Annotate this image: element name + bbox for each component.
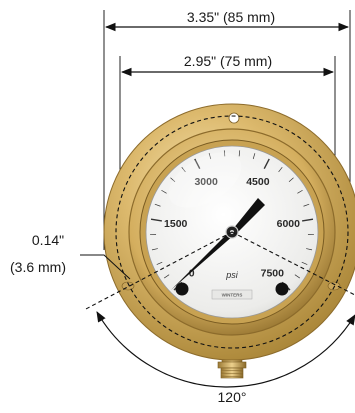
pressure-gauge: 0 1500 3000 4500 6000 7500 psi WINTERS [103, 103, 355, 379]
major-tick [150, 218, 162, 222]
minor-tick [161, 189, 167, 194]
mount-hole-size-inch: 0.14" [32, 232, 64, 248]
minor-tick [151, 248, 158, 251]
minor-tick [156, 261, 163, 265]
major-tick [302, 218, 314, 222]
minor-tick [223, 150, 226, 157]
angle-label: 120° [218, 389, 247, 405]
mounting-notch-right [327, 281, 341, 291]
angle-line-right [231, 231, 355, 296]
glass-reflection [168, 152, 242, 208]
minor-tick [288, 177, 294, 183]
dial-scale-labels: 0 1500 3000 4500 6000 7500 [164, 176, 300, 279]
minor-tick [278, 166, 283, 173]
scale-label: 6000 [277, 218, 301, 230]
stop-pin-right [275, 282, 289, 296]
scale-label: 4500 [246, 176, 270, 188]
angle-dimension: 120° [83, 231, 355, 405]
angle-arc [96, 311, 355, 388]
stop-pin-left [175, 282, 189, 296]
outer-width-dimension: 3.35" (85 mm) [103, 9, 351, 250]
bolt-circle [115, 115, 349, 349]
minor-tick [170, 177, 176, 183]
outer-width-label: 3.35" (85 mm) [187, 9, 275, 25]
minor-tick [252, 153, 256, 160]
minor-tick [181, 166, 186, 173]
dial-ticks [150, 150, 314, 291]
brand-plate [211, 289, 253, 300]
callout-leader [80, 254, 131, 280]
minor-tick [208, 153, 212, 160]
minor-tick [163, 274, 170, 279]
major-tick [194, 158, 201, 170]
minor-tick [294, 274, 301, 279]
scale-label: 1500 [164, 218, 188, 230]
scale-label: 3000 [194, 176, 218, 188]
mount-hole-size-mm: (3.6 mm) [10, 259, 66, 275]
inner-width-label: 2.95" (75 mm) [184, 53, 272, 69]
mounting-hole [228, 112, 240, 124]
brand-label: WINTERS [222, 293, 243, 298]
minor-tick [238, 150, 241, 157]
major-tick [263, 158, 270, 170]
minor-tick [154, 203, 161, 207]
minor-tick [306, 248, 313, 251]
minor-tick [297, 189, 303, 194]
mounting-hole-callout: 0.14" (3.6 mm) [10, 232, 131, 280]
unit-label: psi [225, 270, 239, 280]
scale-label: 7500 [261, 267, 285, 279]
minor-tick [303, 203, 310, 207]
minor-tick [301, 261, 308, 265]
scale-label: 0 [189, 267, 195, 279]
